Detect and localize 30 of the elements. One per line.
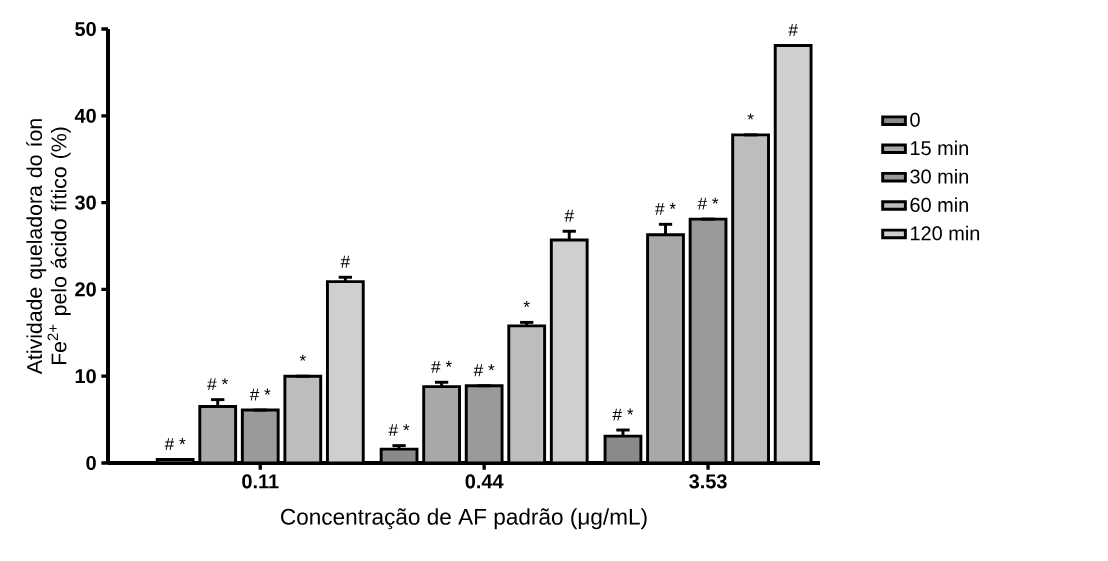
legend-label: 60 min — [910, 197, 968, 212]
x-tick-label: 3.53 — [689, 474, 727, 489]
legend-label: 15 min — [911, 140, 968, 156]
x-tick-label: 0.11 — [242, 474, 279, 489]
legend-label: 0 — [910, 112, 920, 127]
annotation: # * — [207, 378, 228, 391]
y-tick-label: 10 — [75, 369, 96, 384]
x-axis-title: Concentração de AF padrão (μg/mL) — [281, 508, 647, 530]
annotation: * — [523, 300, 530, 308]
annotation: # * — [388, 424, 410, 437]
y-tick-label: 30 — [74, 195, 96, 210]
annotation: * — [747, 113, 754, 120]
y-tick-label: 40 — [74, 108, 96, 123]
annotation: # * — [697, 197, 719, 210]
y-tick-label: 50 — [75, 21, 96, 37]
y-tick-label: 0 — [86, 455, 96, 471]
legend-label: 120 min — [911, 225, 980, 241]
annotation: * — [299, 354, 306, 361]
annotation: # * — [431, 360, 452, 373]
annotation: # * — [655, 202, 676, 215]
annotation: # * — [164, 438, 186, 450]
annotation: # — [340, 255, 351, 268]
annotation: # — [788, 24, 798, 36]
annotation: # — [564, 209, 574, 222]
x-tick-label: 0.44 — [465, 474, 504, 489]
y-tick-label: 20 — [75, 282, 96, 297]
annotation: # * — [249, 388, 271, 401]
legend-label: 30 min — [910, 168, 968, 184]
annotation: # * — [473, 364, 495, 377]
annotation: # * — [612, 408, 634, 421]
